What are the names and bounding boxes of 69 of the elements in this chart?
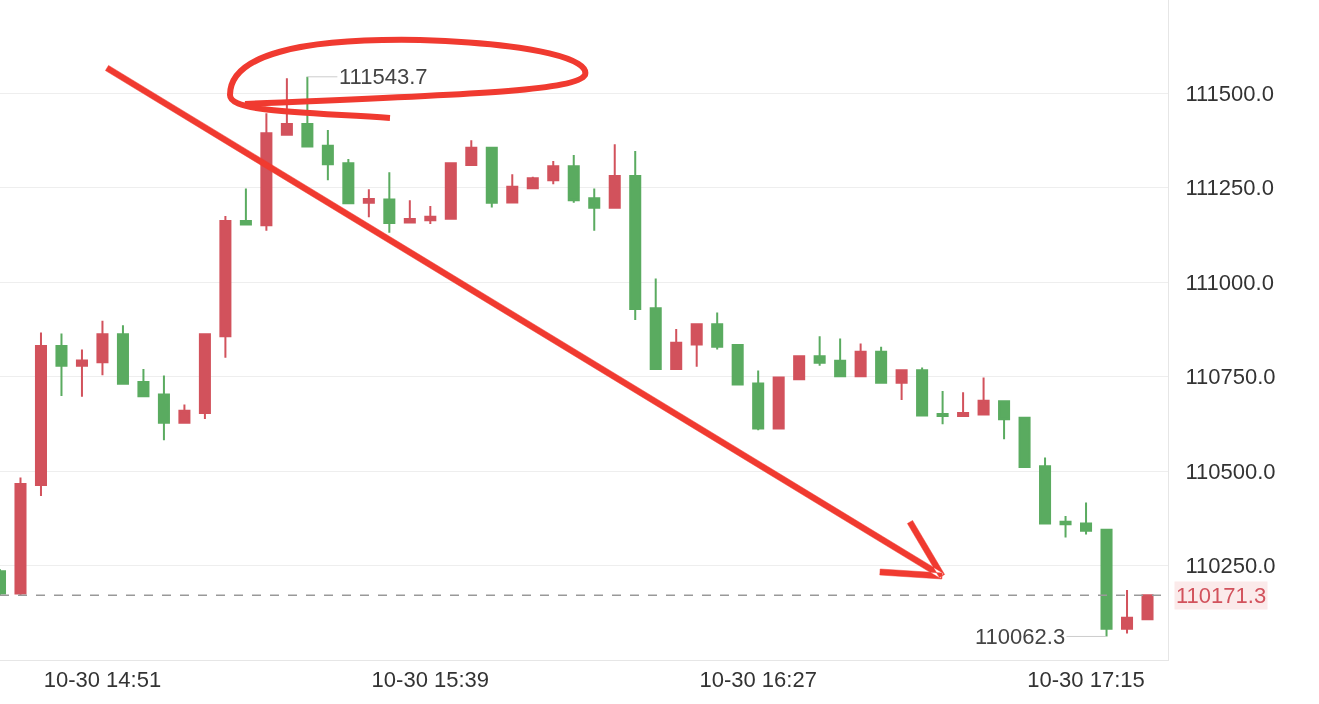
candlestick (649, 277, 662, 371)
candlestick (321, 128, 334, 182)
candlestick (834, 337, 847, 378)
candlestick (485, 146, 498, 209)
candlestick (916, 366, 929, 417)
candlestick (895, 369, 908, 402)
candlestick (731, 343, 744, 386)
candlestick (813, 335, 826, 367)
candlestick (280, 77, 293, 136)
candlestick (137, 368, 150, 398)
y-tick-label: 110500.0 (1185, 458, 1276, 484)
candlestick (977, 376, 990, 416)
candlestick (670, 328, 683, 371)
x-tick-label: 10-30 17:15 (1027, 667, 1145, 693)
y-tick-label: 111500.0 (1185, 81, 1274, 107)
candlestick (1121, 589, 1134, 635)
candlestick (260, 112, 273, 232)
candlestick (301, 75, 314, 148)
candlestick (711, 311, 724, 351)
candlestick (1018, 416, 1031, 468)
x-tick-label: 10-30 14:51 (43, 667, 162, 693)
candlestick (444, 162, 457, 220)
candlestick (854, 342, 867, 378)
candlestick (55, 332, 68, 397)
y-tick-label: 111000.0 (1185, 269, 1274, 295)
candlestick (936, 390, 949, 426)
y-tick-label: 110250.0 (1185, 553, 1276, 579)
ref-line-label: 110171.3 (1176, 583, 1267, 608)
candlestick (34, 331, 47, 498)
candlestick (14, 476, 27, 597)
x-tick-label: 10-30 15:39 (371, 667, 490, 693)
x-tick-label: 10-30 16:27 (699, 667, 817, 693)
candlestick (465, 139, 478, 167)
candlestick (1059, 515, 1072, 539)
candlestick (219, 215, 232, 359)
candlestick (239, 187, 252, 226)
candlestick (1039, 456, 1052, 525)
y-tick-label: 111250.0 (1185, 175, 1274, 201)
candlestick (96, 319, 109, 377)
candlestick (198, 333, 211, 420)
candlestick (772, 376, 785, 430)
candlestick (957, 391, 970, 417)
candlestick (752, 369, 765, 432)
candlestick (157, 374, 170, 442)
candlestick (424, 204, 437, 226)
candlestick (1080, 501, 1093, 536)
candlestick (608, 143, 621, 209)
annotation: 111543.7 (339, 64, 428, 89)
candlestick (362, 188, 375, 219)
candlestick (342, 158, 355, 205)
candlestick (629, 150, 642, 321)
candlestick (588, 187, 601, 232)
candlestick (403, 199, 416, 224)
annotation: 110062.3 (975, 624, 1066, 649)
candlestick (875, 345, 888, 384)
candlestick (526, 175, 539, 190)
candlestick (1100, 528, 1113, 638)
candlestick (998, 400, 1011, 441)
candlestick (1141, 594, 1154, 621)
candlestick (178, 403, 191, 425)
candlestick (690, 323, 703, 368)
candlestick (383, 171, 396, 234)
candlestick (793, 355, 806, 381)
candlestick (547, 159, 560, 186)
candlestick (116, 324, 129, 385)
candlestick (567, 153, 580, 204)
candlestick (75, 348, 88, 398)
y-tick-label: 110750.0 (1185, 364, 1276, 390)
candlestick (506, 173, 519, 204)
